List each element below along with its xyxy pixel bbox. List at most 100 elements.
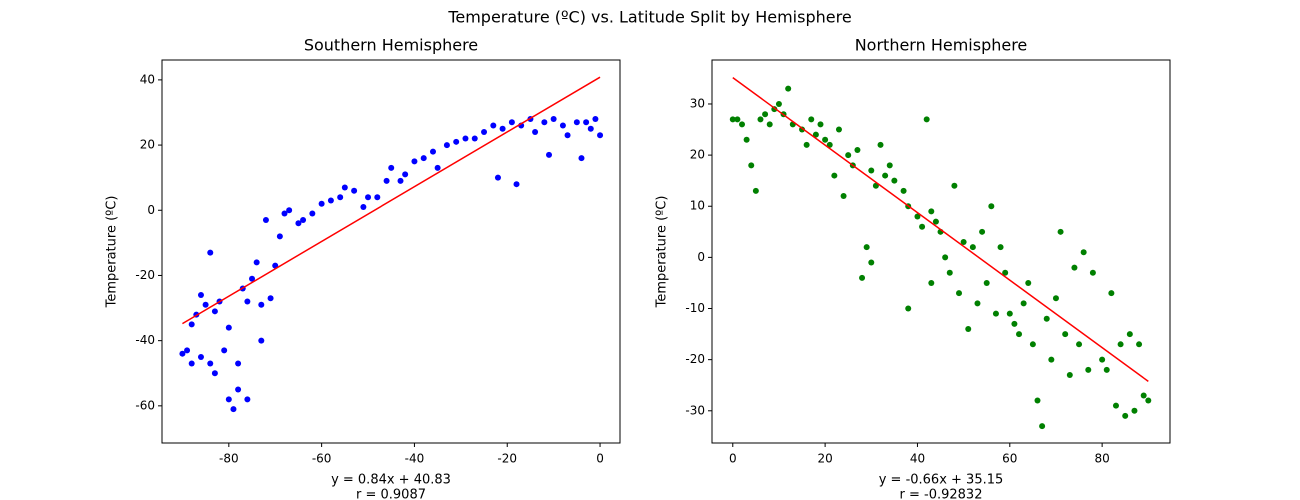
point xyxy=(592,115,599,122)
point xyxy=(197,353,204,360)
point xyxy=(808,116,815,123)
x-tick-label: -80 xyxy=(219,452,239,466)
point xyxy=(550,115,557,122)
point xyxy=(1122,412,1129,419)
point xyxy=(230,406,237,413)
point xyxy=(207,249,214,256)
y-tick-label: 10 xyxy=(690,199,705,213)
point xyxy=(729,116,736,123)
point xyxy=(891,177,898,184)
point xyxy=(946,269,953,276)
point xyxy=(1085,366,1092,373)
point xyxy=(974,300,981,307)
x-tick-label: 60 xyxy=(1002,452,1017,466)
point xyxy=(1011,320,1018,327)
point xyxy=(835,126,842,133)
point xyxy=(360,204,367,211)
point xyxy=(541,119,548,126)
point xyxy=(1066,371,1073,378)
point xyxy=(559,122,566,129)
point xyxy=(300,217,307,224)
x-tick-label: -40 xyxy=(405,452,425,466)
point xyxy=(184,347,191,354)
point xyxy=(179,350,186,357)
point xyxy=(244,298,251,305)
x-tick-label: -60 xyxy=(312,452,332,466)
point xyxy=(513,181,520,188)
y-tick-label: 30 xyxy=(690,96,705,110)
y-tick-label: -20 xyxy=(135,268,155,282)
point xyxy=(928,279,935,286)
point xyxy=(1006,310,1013,317)
point xyxy=(739,121,746,128)
point xyxy=(1076,341,1083,348)
point xyxy=(309,210,316,217)
point xyxy=(221,347,228,354)
y-tick-label: -30 xyxy=(685,403,705,417)
y-tick-label: 20 xyxy=(140,138,155,152)
point xyxy=(235,360,242,367)
point xyxy=(462,135,469,142)
point xyxy=(453,138,460,145)
point xyxy=(286,207,293,214)
point xyxy=(951,182,958,189)
point xyxy=(812,131,819,138)
point xyxy=(956,290,963,297)
point xyxy=(1089,269,1096,276)
point xyxy=(374,194,381,201)
point xyxy=(965,325,972,332)
point xyxy=(1057,228,1064,235)
point xyxy=(383,177,390,184)
point xyxy=(1020,300,1027,307)
point xyxy=(211,370,218,377)
point xyxy=(225,396,232,403)
point xyxy=(267,295,274,302)
point xyxy=(822,136,829,143)
point xyxy=(1145,397,1152,404)
point xyxy=(1126,331,1133,338)
point xyxy=(564,132,571,139)
point xyxy=(494,174,501,181)
point xyxy=(942,254,949,261)
point xyxy=(997,244,1004,251)
point xyxy=(341,184,348,191)
point xyxy=(919,223,926,230)
point xyxy=(1043,315,1050,322)
annotation: y = -0.66x + 35.15 xyxy=(879,473,1004,488)
point xyxy=(188,321,195,328)
point xyxy=(295,220,302,227)
point xyxy=(365,194,372,201)
point xyxy=(411,158,418,165)
x-tick-label: 20 xyxy=(817,452,832,466)
point xyxy=(253,259,260,266)
point xyxy=(235,386,242,393)
point xyxy=(258,337,265,344)
y-tick-label: -40 xyxy=(135,333,155,347)
point xyxy=(1062,331,1069,338)
point xyxy=(402,171,409,178)
axes-frame xyxy=(711,59,1171,444)
point xyxy=(471,135,478,142)
x-tick-label: -20 xyxy=(497,452,517,466)
subplot-title: Northern Hemisphere xyxy=(855,36,1028,55)
figure-title: Temperature (ºC) vs. Latitude Split by H… xyxy=(447,8,851,27)
point xyxy=(863,244,870,251)
y-axis-label: Temperature (ºC) xyxy=(105,196,120,309)
point xyxy=(1034,397,1041,404)
point xyxy=(573,119,580,126)
point xyxy=(583,119,590,126)
point xyxy=(1048,356,1055,363)
subplot: Southern Hemisphere Temperature (ºC) -80 -6… xyxy=(105,36,621,500)
point xyxy=(743,136,750,143)
point xyxy=(826,141,833,148)
regression-line xyxy=(182,76,601,325)
point xyxy=(969,244,976,251)
point xyxy=(327,197,334,204)
x-tick-label: 0 xyxy=(596,452,604,466)
axes-frame xyxy=(161,59,621,444)
point xyxy=(914,213,921,220)
point xyxy=(532,129,539,136)
annotation: r = 0.9087 xyxy=(356,488,426,500)
subplot: Northern Hemisphere Temperature (ºC) 0 20 40… xyxy=(655,36,1171,500)
point xyxy=(587,125,594,132)
